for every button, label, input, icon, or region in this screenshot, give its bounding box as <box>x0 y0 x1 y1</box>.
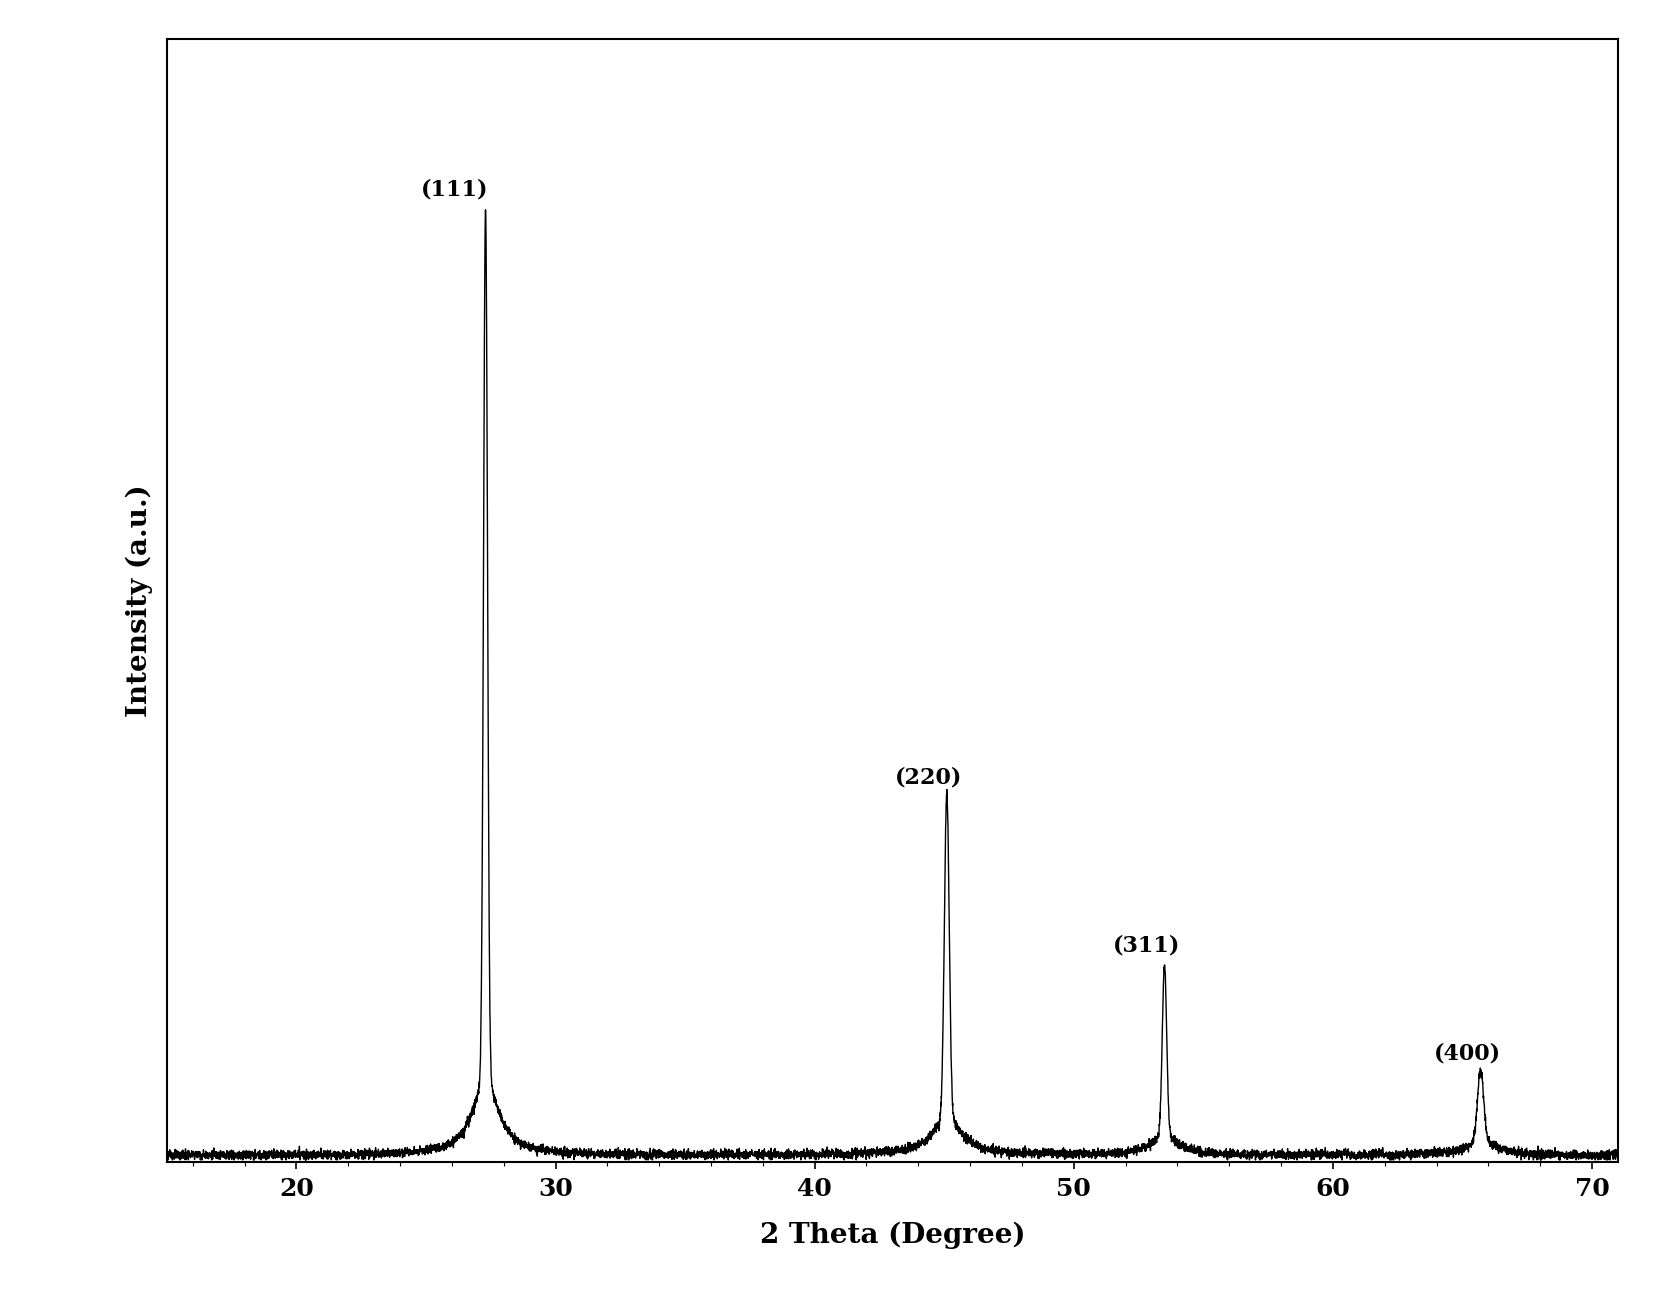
X-axis label: 2 Theta (Degree): 2 Theta (Degree) <box>759 1223 1026 1250</box>
Y-axis label: Intensity (a.u.): Intensity (a.u.) <box>125 484 153 717</box>
Text: (400): (400) <box>1434 1042 1501 1064</box>
Text: (111): (111) <box>420 178 489 200</box>
Text: (311): (311) <box>1113 935 1179 957</box>
Text: (220): (220) <box>896 767 962 789</box>
